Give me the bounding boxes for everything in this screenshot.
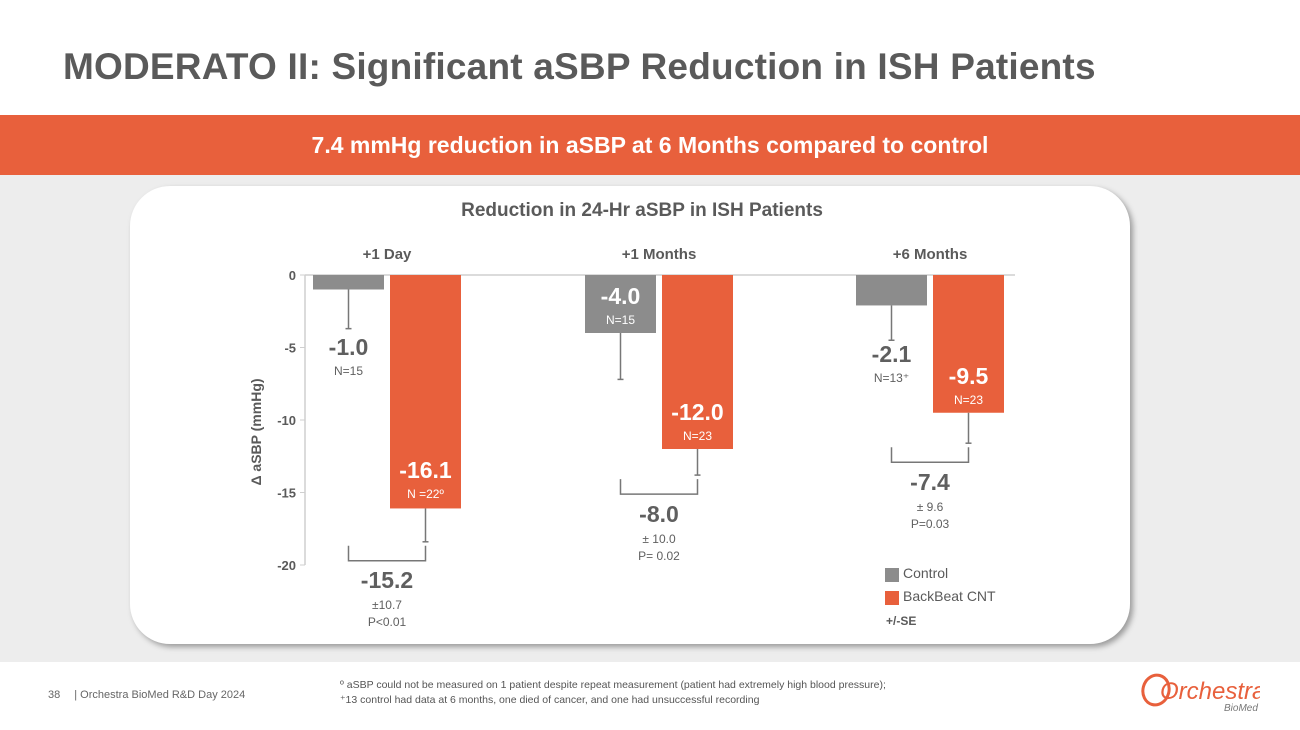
n-label: N=23 xyxy=(954,393,983,407)
svg-text:BioMed: BioMed xyxy=(1224,703,1258,714)
n-label: N=15 xyxy=(606,313,635,327)
bar-backbeat xyxy=(662,275,733,449)
footnote-1: º aSBP could not be measured on 1 patien… xyxy=(340,679,886,691)
difference-bracket xyxy=(890,447,970,463)
difference-p-value: P<0.01 xyxy=(368,615,407,629)
legend-swatch-backbeat xyxy=(885,591,899,605)
n-label: N=15 xyxy=(334,364,363,378)
y-tick-label: -15 xyxy=(277,486,296,501)
bar-control xyxy=(856,275,927,306)
n-label: N =22º xyxy=(407,487,444,501)
difference-value: -15.2 xyxy=(361,567,413,593)
y-tick-label: -5 xyxy=(284,341,296,356)
difference-se: ± 9.6 xyxy=(917,500,944,514)
bar-control xyxy=(585,275,656,333)
bar-control xyxy=(313,275,384,290)
event-name: | Orchestra BioMed R&D Day 2024 xyxy=(74,689,246,701)
n-label: N=23 xyxy=(683,429,712,443)
svg-text:Orchestra: Orchestra xyxy=(1160,678,1260,705)
footnote-2: ⁺13 control had data at 6 months, one di… xyxy=(340,694,760,706)
bar-backbeat xyxy=(933,275,1004,413)
category-label: +1 Day xyxy=(363,246,412,263)
difference-se: ± 10.0 xyxy=(642,532,676,546)
footer: 38 | Orchestra BioMed R&D Day 2024 xyxy=(48,689,259,701)
difference-value: -7.4 xyxy=(910,469,950,495)
legend-label-backbeat: BackBeat CNT xyxy=(903,588,996,604)
difference-p-value: P=0.03 xyxy=(911,517,950,531)
page-title: MODERATO II: Significant aSBP Reduction … xyxy=(63,46,1096,87)
legend-swatch-control xyxy=(885,568,899,582)
difference-bracket xyxy=(619,479,699,495)
value-label: -2.1 xyxy=(872,341,912,367)
difference-se: ±10.7 xyxy=(372,598,402,612)
legend-label-control: Control xyxy=(903,565,948,581)
page-number: 38 xyxy=(48,689,61,701)
orchestra-biomed-logo: Orchestra BioMed xyxy=(1141,673,1260,714)
y-tick-label: -20 xyxy=(277,558,296,573)
headline-banner: 7.4 mmHg reduction in aSBP at 6 Months c… xyxy=(0,115,1300,175)
category-label: +1 Months xyxy=(622,246,697,263)
y-axis-label: Δ aSBP (mmHg) xyxy=(248,378,264,485)
value-label: -16.1 xyxy=(399,457,452,483)
chart-title: Reduction in 24-Hr aSBP in ISH Patients xyxy=(461,200,823,221)
difference-value: -8.0 xyxy=(639,501,679,527)
category-label: +6 Months xyxy=(893,246,968,263)
difference-p-value: P= 0.02 xyxy=(638,549,680,563)
footnotes: º aSBP could not be measured on 1 patien… xyxy=(340,678,886,708)
y-tick-label: 0 xyxy=(289,268,296,283)
error-bar-note: +/-SE xyxy=(886,614,916,628)
n-label: N=13⁺ xyxy=(874,371,909,385)
bar-backbeat xyxy=(390,275,461,509)
value-label: -1.0 xyxy=(329,334,369,360)
value-label: -12.0 xyxy=(671,399,723,425)
legend: Control BackBeat CNT +/-SE xyxy=(885,565,996,628)
difference-bracket xyxy=(347,545,427,562)
value-label: -9.5 xyxy=(949,363,989,389)
y-tick-label: -10 xyxy=(277,413,296,428)
value-label: -4.0 xyxy=(601,283,641,309)
chart-card xyxy=(130,186,1130,644)
